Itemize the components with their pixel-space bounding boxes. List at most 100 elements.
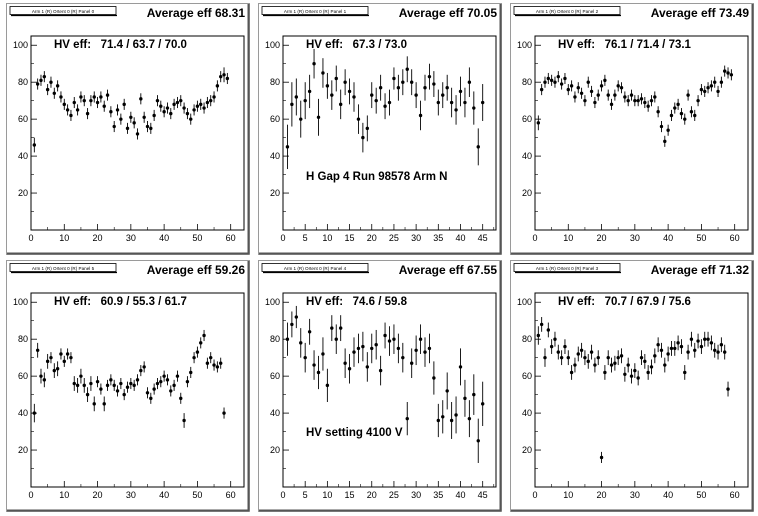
- data-point: [365, 365, 370, 369]
- data-point: [576, 86, 580, 90]
- data-point: [441, 93, 445, 97]
- data-point: [669, 346, 674, 351]
- y-tick-label: 60: [270, 114, 280, 124]
- x-tick-label: 30: [126, 490, 136, 500]
- data-point: [623, 95, 627, 99]
- data-point: [222, 411, 226, 415]
- data-point: [149, 396, 153, 401]
- data-point: [69, 355, 73, 360]
- x-tick-label: 40: [159, 233, 169, 243]
- average-eff-label: Average eff 71.32: [651, 263, 750, 277]
- data-point: [445, 86, 449, 90]
- data-point: [649, 365, 654, 369]
- y-tick-label: 60: [522, 371, 532, 381]
- data-point: [476, 439, 480, 443]
- data-point: [432, 376, 436, 380]
- data-point: [619, 354, 624, 358]
- data-point: [192, 108, 196, 112]
- data-point: [42, 74, 47, 79]
- data-point: [636, 98, 640, 103]
- data-point: [75, 108, 80, 112]
- data-point: [338, 326, 343, 330]
- y-tick-label: 100: [517, 40, 532, 50]
- data-point: [45, 87, 50, 92]
- data-point: [703, 337, 707, 341]
- data-point: [729, 73, 734, 77]
- data-point: [423, 350, 427, 354]
- data-point: [92, 402, 96, 406]
- data-point: [719, 343, 724, 347]
- data-point: [401, 355, 405, 360]
- data-point: [569, 370, 574, 375]
- x-tick-label: 5: [303, 233, 308, 243]
- data-point: [709, 341, 714, 345]
- data-series: [285, 48, 485, 170]
- data-point: [476, 145, 480, 149]
- y-tick-label: 60: [18, 114, 28, 124]
- data-point: [172, 383, 176, 388]
- x-tick-label: 20: [93, 490, 103, 500]
- data-point: [65, 108, 70, 112]
- y-tick-label: 100: [517, 297, 532, 307]
- data-point: [566, 87, 570, 92]
- data-point: [89, 381, 93, 386]
- data-point: [205, 100, 210, 105]
- data-point: [82, 98, 86, 103]
- x-tick-label: 5: [303, 490, 308, 500]
- data-point: [330, 326, 334, 330]
- data-point: [182, 418, 186, 423]
- data-point: [472, 392, 476, 397]
- data-point: [713, 348, 717, 352]
- axes-frame: [282, 35, 497, 231]
- data-point: [396, 346, 401, 351]
- data-point: [609, 363, 614, 367]
- data-point: [115, 389, 120, 393]
- data-point: [549, 344, 554, 349]
- data-point: [42, 378, 47, 382]
- data-point: [185, 111, 190, 116]
- data-point: [673, 346, 677, 351]
- data-point: [212, 95, 216, 99]
- data-point: [65, 352, 70, 356]
- data-point: [45, 359, 50, 364]
- data-point: [536, 333, 541, 338]
- data-point: [325, 383, 330, 388]
- data-point: [653, 354, 657, 358]
- data-point: [609, 102, 614, 107]
- data-point: [370, 346, 374, 351]
- y-tick-label: 20: [522, 445, 532, 455]
- data-point: [673, 106, 677, 110]
- data-point: [109, 110, 113, 114]
- x-tick-label: 30: [630, 233, 640, 243]
- data-point: [125, 126, 130, 131]
- x-tick-label: 60: [730, 233, 740, 243]
- y-tick-label: 40: [270, 151, 280, 161]
- data-point: [449, 100, 454, 105]
- data-point: [623, 372, 627, 376]
- data-point: [59, 95, 63, 99]
- data-point: [294, 95, 299, 99]
- axes-frame: [30, 35, 245, 231]
- data-point: [666, 352, 670, 356]
- data-point: [182, 106, 186, 110]
- x-tick-label: 10: [59, 490, 69, 500]
- data-point: [195, 350, 200, 354]
- x-tick-label: 40: [455, 233, 465, 243]
- data-point: [709, 84, 714, 88]
- data-point: [706, 86, 710, 90]
- data-point: [95, 100, 100, 105]
- data-point: [159, 379, 163, 384]
- y-tick-label: 80: [270, 334, 280, 344]
- average-eff-label: Average eff 67.55: [399, 263, 498, 277]
- data-point: [52, 91, 56, 95]
- data-point: [454, 108, 458, 112]
- data-point: [583, 98, 587, 103]
- x-tick-label: 40: [663, 490, 673, 500]
- data-point: [418, 337, 423, 341]
- pad-title: Arm 1 (R) Ortent 0 (R) Panel 4: [284, 266, 347, 271]
- data-point: [387, 339, 392, 343]
- data-point: [603, 78, 607, 83]
- data-point: [383, 104, 387, 108]
- data-point: [129, 381, 133, 386]
- data-series: [285, 305, 485, 463]
